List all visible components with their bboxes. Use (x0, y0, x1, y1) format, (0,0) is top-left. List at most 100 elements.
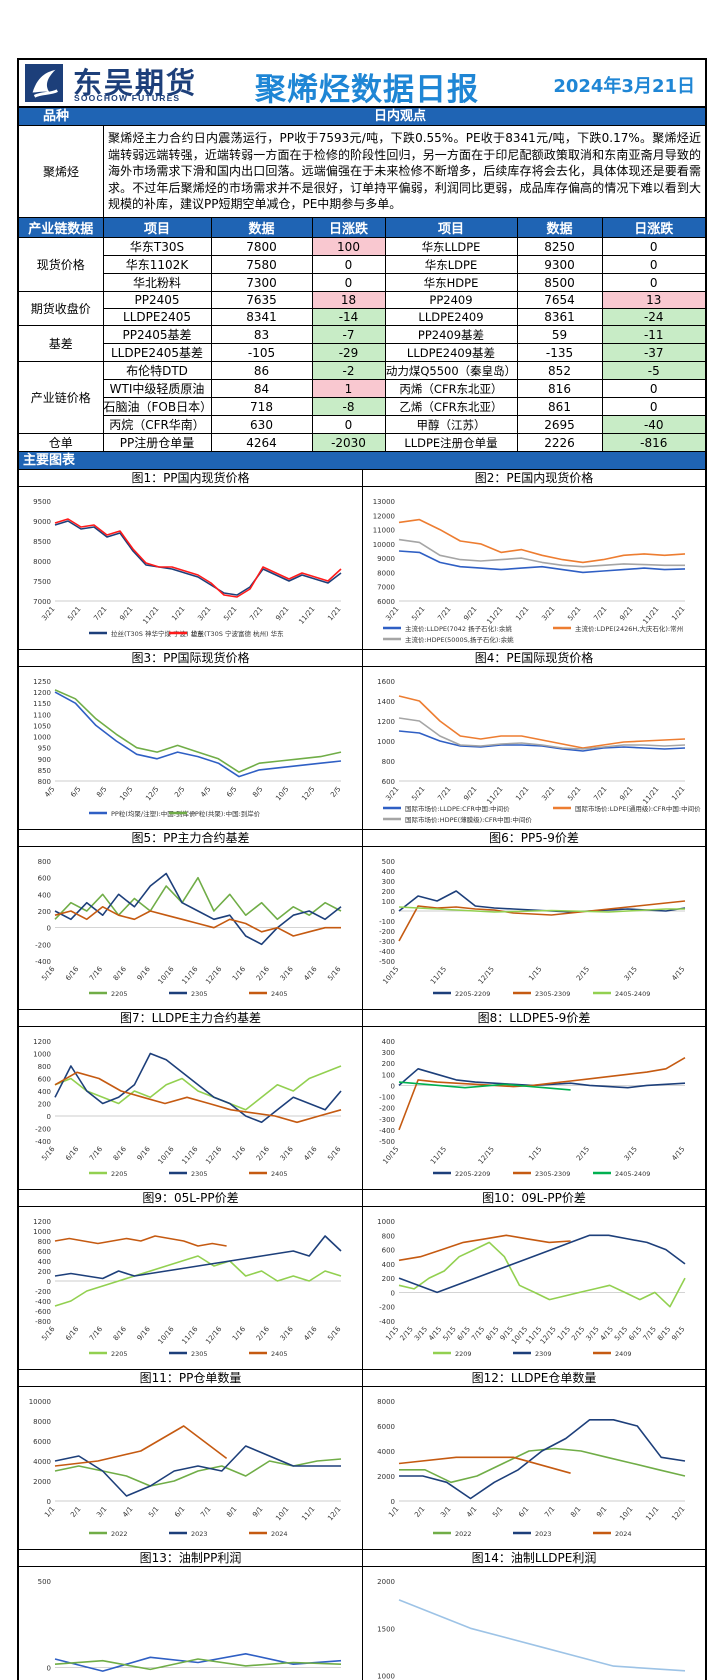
soochow-logo-icon (25, 64, 63, 102)
x-tick-label: 5/21 (410, 785, 426, 802)
y-tick-label: 200 (38, 1101, 51, 1109)
x-tick-label: 11/16 (180, 965, 199, 986)
change-cell: 0 (601, 397, 705, 416)
x-tick-label: 11/15 (429, 1145, 448, 1166)
value-cell: 8341 (210, 308, 313, 326)
table-row: 石脑油（FOB日本） 718 -8 乙烯（CFR东北亚） 861 0 (19, 397, 705, 416)
x-tick-label: 7/15 (470, 1325, 486, 1342)
chart-row: 图9：05L-PP价差 1200 1000 800 600 400 200 0 -200 -400… (19, 1190, 705, 1370)
series-line (398, 900, 686, 942)
x-tick-label: 7/21 (592, 785, 608, 802)
chart-row: 图1：PP国内现货价格 9500 9000 8500 8000 7500 7000 3/21 5… (19, 470, 705, 650)
change-cell: 13 (601, 291, 705, 309)
y-tick-label: -500 (379, 1138, 395, 1146)
x-tick-label: 4/5 (43, 785, 56, 799)
y-tick-label: -100 (379, 918, 395, 926)
category-cell: 仓单 (19, 433, 104, 452)
x-tick-label: 1/21 (514, 605, 530, 622)
y-tick-label: 8000 (377, 569, 395, 577)
series-line (398, 1234, 571, 1262)
x-tick-label: 5/21 (66, 605, 82, 622)
chart-panel: 图8：LLDPE5-9价差 400 300 200 100 0 -100 -200 -300 -4… (362, 1010, 705, 1189)
x-tick-label: 12/15 (477, 965, 496, 986)
y-tick-label: 600 (38, 1248, 51, 1256)
table-row: 期货收盘价 PP2405 7635 18 PP2409 7654 13 (19, 291, 705, 326)
x-tick-label: 11/21 (141, 605, 160, 626)
x-tick-label: 5/15 (613, 1325, 629, 1342)
chart-body: 1250 1200 1150 1100 1050 1000 950 900 850 800 4/5 6… (19, 667, 362, 829)
value-cell: 861 (516, 397, 603, 416)
series-line (398, 518, 686, 564)
y-tick-label: 200 (382, 888, 395, 896)
chart-title: 图13：油制PP利润 (19, 1550, 362, 1567)
x-tick-label: 11/1 (300, 1505, 316, 1522)
chart-panel: 图12：LLDPE仓单数量 8000 6000 4000 2000 0 1/1 2/1 3/1 4… (362, 1370, 705, 1549)
y-tick-label: 1150 (33, 700, 51, 708)
x-tick-label: 9/16 (136, 965, 153, 983)
value-cell: -135 (516, 343, 603, 362)
x-tick-label: 2/15 (575, 965, 591, 982)
y-tick-label: 2000 (377, 1473, 395, 1481)
item-cell: 华北粉料 (103, 273, 212, 292)
value-cell: 4264 (210, 433, 313, 452)
value-cell: 83 (210, 325, 313, 344)
x-tick-label: 7/21 (248, 605, 264, 622)
series-line (54, 1052, 342, 1124)
legend-label: 2205 (111, 1350, 128, 1358)
y-tick-label: 0 (391, 1498, 395, 1506)
y-tick-label: 100 (382, 1071, 395, 1079)
y-tick-label: 500 (38, 1578, 51, 1586)
y-tick-label: 500 (382, 858, 395, 866)
x-tick-label: 5/15 (441, 1325, 457, 1342)
x-tick-label: 1/16 (231, 1325, 248, 1343)
x-tick-label: 4/15 (670, 1145, 686, 1162)
chart-panel: 图6：PP5-9价差 500 400 300 200 100 0 -100 -200 -300 -4… (362, 830, 705, 1009)
value-cell: 7300 (210, 273, 313, 292)
change-cell: 18 (311, 291, 386, 309)
y-tick-label: -600 (35, 1308, 51, 1316)
table-row: LLDPE2405 8341 -14 LLDPE2409 8361 -24 (19, 308, 705, 326)
report-date: 2024年3月21日 (553, 76, 695, 97)
x-tick-label: 11/21 (485, 785, 504, 806)
y-tick-label: 0 (47, 1113, 51, 1121)
y-tick-label: 950 (38, 745, 51, 753)
x-tick-label: 2/15 (399, 1325, 415, 1342)
y-tick-label: 8000 (33, 558, 51, 566)
change-cell: -2 (311, 361, 386, 380)
legend-label: 2024 (271, 1530, 288, 1538)
change-cell: -2030 (311, 433, 386, 452)
x-tick-label: 7/21 (436, 605, 452, 622)
chart-body: 1200 1000 800 600 400 200 0 -200 -400 -600 -800 5/1… (19, 1207, 362, 1369)
change-cell: 0 (311, 415, 386, 434)
legend-label: 2205-2209 (455, 1170, 490, 1178)
x-tick-label: 12/5 (144, 785, 160, 802)
legend-label: 主流价:LDPE(2426H,大庆石化):常州 (575, 624, 683, 633)
x-tick-label: 7/1 (543, 1505, 556, 1519)
y-tick-label: 7000 (377, 584, 395, 592)
item-cell: 动力煤Q5500（秦皇岛） (384, 361, 518, 380)
y-tick-label: 1000 (33, 1051, 51, 1059)
table-row: 仓单 PP注册仓单量 4264 -2030 LLDPE注册仓单量 2226 -816 (19, 433, 705, 452)
series-line (398, 1456, 571, 1474)
x-tick-label: 3/21 (384, 785, 400, 802)
x-tick-label: 8/16 (112, 1145, 129, 1163)
series-line (398, 550, 686, 574)
chart-title: 图11：PP仓单数量 (19, 1370, 362, 1387)
y-tick-label: -200 (379, 1304, 395, 1312)
x-tick-label: 5/16 (326, 965, 343, 983)
x-tick-label: 4/16 (302, 1325, 319, 1343)
y-tick-label: 400 (382, 1038, 395, 1046)
x-tick-label: 1/1 (43, 1505, 56, 1519)
x-tick-label: 4/16 (302, 965, 319, 983)
chart-svg: 500 0 (38, 1578, 342, 1673)
x-tick-label: 8/15 (484, 1325, 500, 1342)
legend-label: 2205 (111, 990, 128, 998)
charts-section-title: 主要图表 (23, 453, 76, 468)
y-tick-label: -200 (35, 1288, 51, 1296)
chart-panel: 图3：PP国际现货价格 1250 1200 1150 1100 1050 1000 950 90… (19, 650, 362, 829)
x-tick-label: 1/21 (670, 785, 686, 802)
value-cell: -105 (210, 343, 313, 362)
legend-label: 2405-2409 (615, 1170, 650, 1178)
